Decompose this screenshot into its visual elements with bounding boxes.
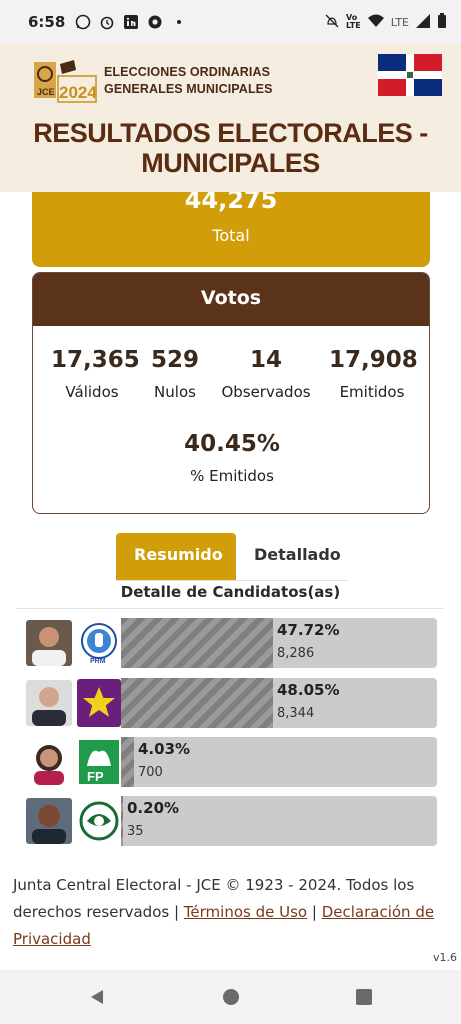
candidate-votes: 35 — [127, 824, 144, 839]
candidate-bar: 47.72% 8,286 — [121, 618, 437, 668]
network-label: LTE — [390, 15, 409, 29]
svg-text:FP: FP — [87, 769, 104, 784]
votos-title: Votos — [33, 273, 429, 326]
candidate-row[interactable]: FP 4.03% 700 — [24, 737, 440, 787]
candidate-votes: 8,286 — [277, 646, 315, 661]
stat-label: Válidos — [65, 383, 119, 401]
candidate-photo — [26, 620, 72, 666]
candidate-votes: 8,344 — [277, 706, 315, 721]
status-time: 6:58 — [28, 13, 66, 31]
stat-label: Observados — [221, 383, 311, 401]
svg-text:2024: 2024 — [59, 83, 97, 102]
candidate-percent: 0.20% — [127, 799, 180, 817]
candidate-bar: 4.03% 700 — [121, 737, 437, 787]
candidate-bar-fill — [121, 737, 134, 787]
wifi-icon — [367, 14, 384, 31]
tab-resumido[interactable]: Resumido — [116, 533, 236, 581]
mute-icon — [325, 14, 339, 31]
stat-value: 40.45% — [184, 431, 280, 457]
back-button[interactable] — [88, 988, 106, 1010]
svg-text:PRM: PRM — [90, 658, 106, 665]
candidate-votes: 700 — [138, 765, 163, 780]
dominican-flag-icon — [378, 54, 442, 96]
candidate-bar-fill — [121, 796, 123, 846]
candidate-row[interactable]: PRM 47.72% 8,286 — [24, 618, 440, 668]
candidate-percent: 48.05% — [277, 681, 340, 699]
privacy-link[interactable]: Declaración de Privacidad — [13, 903, 435, 948]
candidates-divider — [16, 608, 444, 609]
votos-card: Votos 17,365 Válidos 529 Nulos 14 Observ… — [32, 272, 430, 514]
footer: Junta Central Electoral - JCE © 1923 - 2… — [13, 872, 443, 953]
brand-text: ELECCIONES ORDINARIAS GENERALES MUNICIPA… — [104, 64, 273, 98]
title-line-2: MUNICIPALES — [141, 148, 320, 178]
results-tabs: Resumido Detallado — [116, 533, 359, 581]
candidate-percent: 4.03% — [138, 740, 191, 758]
terms-link[interactable]: Términos de Uso — [183, 903, 308, 921]
candidate-bar-fill — [121, 618, 273, 668]
pld-star-party-icon — [77, 679, 121, 727]
tab-detallado[interactable]: Detallado — [254, 545, 341, 564]
candidate-row[interactable]: 48.05% 8,344 — [24, 678, 440, 728]
footer-separator: | — [311, 903, 317, 921]
whatsapp-icon — [75, 14, 91, 30]
stat-label: % Emitidos — [190, 467, 274, 485]
dot-icon — [171, 14, 187, 30]
stat-emitidos: 17,908 Emitidos — [329, 347, 418, 401]
brand-line-1: ELECCIONES ORDINARIAS — [104, 65, 271, 79]
page-title: RESULTADOS ELECTORALES - MUNICIPALES — [0, 118, 461, 178]
candidate-photo — [26, 739, 72, 785]
candidate-percent: 47.72% — [277, 621, 340, 639]
app-version: v1.6 — [432, 951, 457, 964]
candidate-bar-fill — [121, 678, 273, 728]
candidate-bar: 0.20% 35 — [121, 796, 437, 846]
candidate-photo — [26, 680, 72, 726]
stat-value: 17,908 — [329, 347, 418, 373]
party-emblem-icon — [77, 797, 121, 845]
jce-logo: JCE 2024 — [34, 56, 98, 104]
stat-validos: 17,365 Válidos — [51, 347, 140, 401]
recents-button[interactable] — [355, 988, 373, 1010]
stat-value: 14 — [249, 347, 282, 373]
stat-value: 529 — [150, 347, 199, 373]
prm-party-icon: PRM — [77, 619, 121, 667]
linkedin-icon — [123, 14, 139, 30]
stat-nulos: 529 Nulos — [145, 347, 205, 401]
fp-party-icon: FP — [77, 738, 121, 786]
svg-text:JCE: JCE — [37, 87, 55, 97]
candidates-title: Detalle de Candidatos(as) — [120, 583, 341, 601]
alarm-icon — [99, 14, 115, 30]
footer-copyright: Junta Central Electoral - JCE © 1923 - 2… — [13, 876, 415, 921]
signal-icon — [416, 13, 430, 31]
battery-icon — [437, 12, 447, 32]
chrome-icon — [147, 14, 163, 30]
home-button[interactable] — [222, 988, 240, 1010]
status-bar: 6:58 Vo LTE LTE — [0, 0, 461, 44]
candidate-row[interactable]: 0.20% 35 — [24, 796, 440, 846]
stat-label: Emitidos — [339, 383, 405, 401]
total-label: Total — [212, 226, 250, 245]
brand-line-2: GENERALES MUNICIPALES — [104, 82, 273, 96]
system-nav-bar — [0, 970, 461, 1024]
candidate-photo — [26, 798, 72, 844]
stat-observados: 14 Observados — [217, 347, 315, 401]
tab-divider — [116, 580, 348, 581]
stat-percent-emitidos: 40.45% % Emitidos — [153, 431, 311, 485]
volte-icon: Vo LTE — [346, 13, 361, 30]
candidate-bar: 48.05% 8,344 — [121, 678, 437, 728]
app-header: JCE 2024 ELECCIONES ORDINARIAS GENERALES… — [0, 44, 461, 192]
title-line-1: RESULTADOS ELECTORALES - — [33, 118, 428, 148]
stat-value: 17,365 — [51, 347, 140, 373]
stat-label: Nulos — [154, 383, 196, 401]
